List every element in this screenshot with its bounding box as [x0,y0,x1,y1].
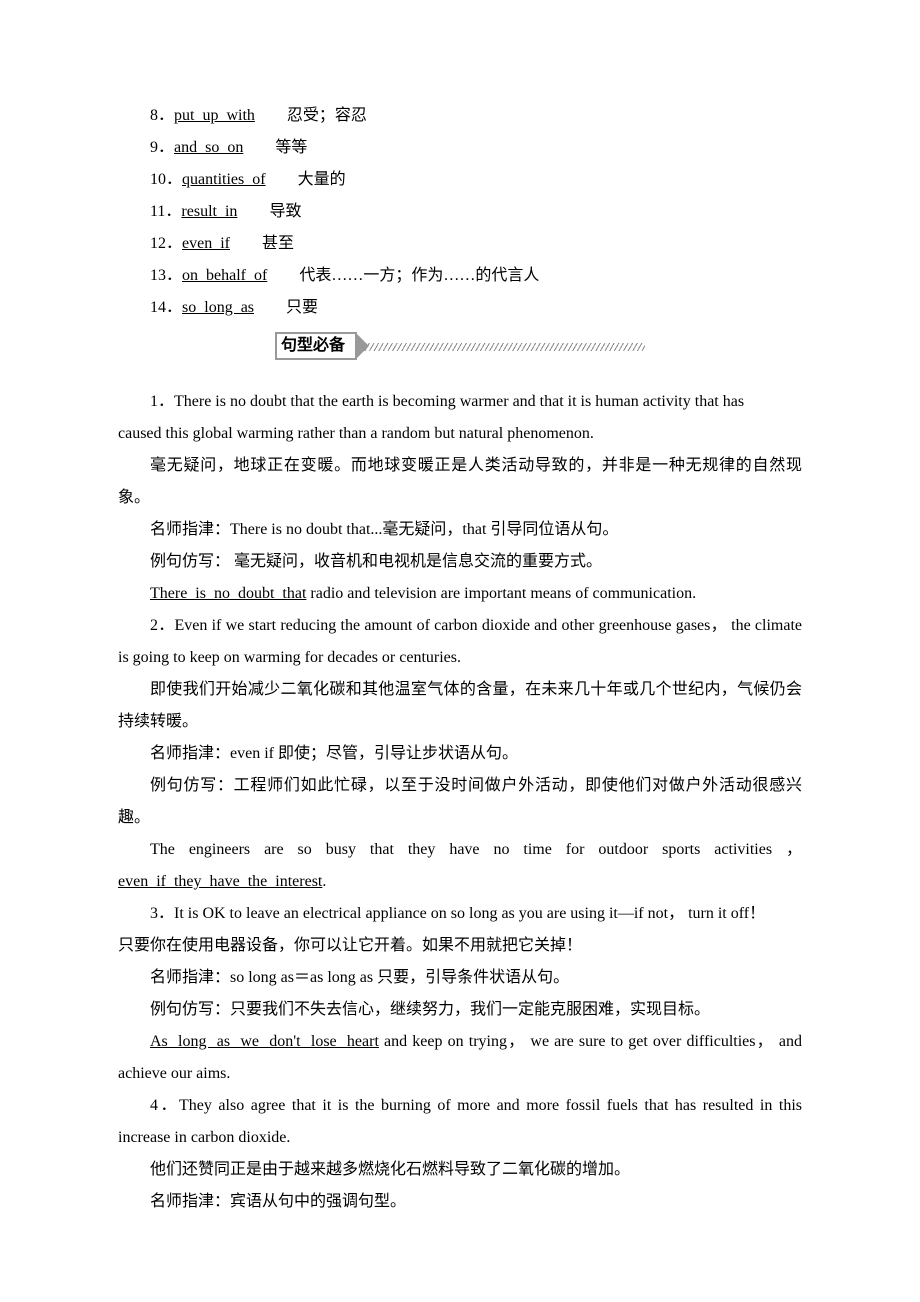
section-header-label: 句型必备 [275,332,357,360]
vocab-num: 13 [150,267,166,284]
vocab-cn: 甚至 [262,235,294,252]
sentence-1-ans-blank: There is no doubt that [150,585,306,602]
sentence-2-ex: 例句仿写：工程师们如此忙碌，以至于没时间做户外活动，即使他们对做户外活动很感兴趣… [118,770,802,834]
sentence-4-tip: 名师指津：宾语从句中的强调句型。 [118,1186,802,1218]
sentence-2-tip: 名师指津：even if 即使；尽管，引导让步状语从句。 [118,738,802,770]
vocab-blank: even if [182,235,230,252]
sentence-4-cn: 他们还赞同正是由于越来越多燃烧化石燃料导致了二氧化碳的增加。 [118,1154,802,1186]
vocab-cn: 只要 [286,299,318,316]
vocab-blank: on behalf of [182,267,267,284]
sentence-3-ans: As long as we don't lose heart and keep … [118,1026,802,1090]
vocab-cn: 忍受；容忍 [287,107,367,124]
sentence-3-cn: 只要你在使用电器设备，你可以让它开着。如果不用就把它关掉！ [118,930,802,962]
vocab-cn: 代表……一方；作为……的代言人 [299,267,539,284]
sentence-2-ans-blank: even if they have the interest [118,873,322,890]
sentence-3-ans-blank: As long as we don't lose heart [150,1033,379,1050]
hatch-decor [355,343,645,351]
sentence-2-en: 2．Even if we start reducing the amount o… [118,610,802,674]
sentence-1-en-cont: caused this global warming rather than a… [118,418,802,450]
sentence-2-ans-b: even if they have the interest. [118,866,802,898]
sentence-3-ex: 例句仿写：只要我们不失去信心，继续努力，我们一定能克服困难，实现目标。 [118,994,802,1026]
sentence-1-en: 1．There is no doubt that the earth is be… [118,386,802,418]
sentence-3-en: 3．It is OK to leave an electrical applia… [118,898,802,930]
vocab-num: 12 [150,235,166,252]
sentence-3-tip: 名师指津：so long as＝as long as 只要，引导条件状语从句。 [118,962,802,994]
sentence-2-cn: 即使我们开始减少二氧化碳和其他温室气体的含量，在未来几十年或几个世纪内，气候仍会… [118,674,802,738]
vocab-num: 11 [150,203,165,220]
vocab-num: 14 [150,299,166,316]
section-header: 句型必备 [118,332,802,374]
vocab-blank: put up with [174,107,255,124]
sentence-2-ans-a: The engineers are so busy that they have… [118,834,802,866]
sentence-4-en: 4．They also agree that it is the burning… [118,1090,802,1154]
vocab-item: 14．so long as 只要 [118,292,802,324]
sentence-1-ex: 例句仿写： 毫无疑问，收音机和电视机是信息交流的重要方式。 [118,546,802,578]
vocab-blank: so long as [182,299,254,316]
vocab-item: 12．even if 甚至 [118,228,802,260]
vocab-cn: 等等 [275,139,307,156]
vocab-num: 9 [150,139,158,156]
vocab-cn: 导致 [269,203,301,220]
vocab-item: 8．put up with 忍受；容忍 [118,100,802,132]
vocab-blank: quantities of [182,171,266,188]
vocab-blank: result in [181,203,237,220]
vocab-num: 8 [150,107,158,124]
vocab-item: 11．result in 导致 [118,196,802,228]
vocab-blank: and so on [174,139,243,156]
vocab-item: 10．quantities of 大量的 [118,164,802,196]
vocab-num: 10 [150,171,166,188]
vocab-item: 9．and so on 等等 [118,132,802,164]
page-content: 8．put up with 忍受；容忍 9．and so on 等等 10．qu… [0,0,920,1278]
sentence-1-ans: There is no doubt that radio and televis… [118,578,802,610]
vocab-list: 8．put up with 忍受；容忍 9．and so on 等等 10．qu… [118,100,802,324]
vocab-cn: 大量的 [298,171,346,188]
vocab-item: 13．on behalf of 代表……一方；作为……的代言人 [118,260,802,292]
sentence-1-tip: 名师指津：There is no doubt that...毫无疑问，that … [118,514,802,546]
sentence-1-cn: 毫无疑问，地球正在变暖。而地球变暖正是人类活动导致的，并非是一种无规律的自然现象… [118,450,802,514]
